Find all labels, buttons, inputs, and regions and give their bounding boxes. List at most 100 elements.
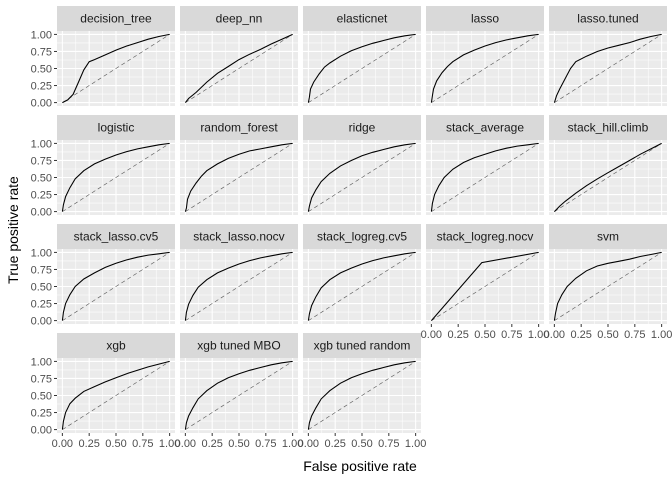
y-tick-label: 0.75 xyxy=(31,373,52,385)
roc-curve xyxy=(307,142,416,212)
reference-diagonal xyxy=(62,34,170,103)
facet-strip xyxy=(549,224,667,249)
x-tick-label: 0.00 xyxy=(421,329,442,341)
roc-curve xyxy=(184,33,293,103)
y-tick-label: 0.50 xyxy=(31,173,52,185)
facet-strip-label: random_forest xyxy=(200,121,278,135)
reference-diagonal xyxy=(431,34,539,103)
y-tick-label: 0.25 xyxy=(31,81,52,93)
facet-strip xyxy=(57,333,175,358)
y-tick-label: 0.00 xyxy=(31,207,52,219)
facet-panel: deep_nn xyxy=(180,6,298,106)
reference-diagonal xyxy=(185,252,293,321)
x-axis-title: False positive rate xyxy=(303,458,417,474)
facet-panels: decision_tree 0.00 0.25 0.50 0.75 1.00 deep_nn… xyxy=(31,6,672,450)
reference-diagonal xyxy=(308,34,416,103)
x-tick-label: 0.25 xyxy=(570,329,591,341)
y-tick-label: 1.00 xyxy=(31,138,52,150)
roc-curve xyxy=(184,360,293,430)
reference-diagonal xyxy=(62,361,170,430)
roc-curve xyxy=(61,142,170,212)
roc-curve xyxy=(307,360,416,430)
x-tick-label: 0.50 xyxy=(105,438,126,450)
facet-strip-label: svm xyxy=(597,230,619,244)
roc-curve xyxy=(61,360,170,430)
roc-curve xyxy=(184,142,293,212)
facet-strip-label: deep_nn xyxy=(216,12,263,26)
facet-panel: lasso xyxy=(426,6,544,106)
x-tick-label: 0.75 xyxy=(501,329,522,341)
facet-strip xyxy=(180,6,298,31)
reference-diagonal xyxy=(185,34,293,103)
facet-strip-label: stack_hill.climb xyxy=(568,121,649,135)
facet-strip-label: stack_logreg.cv5 xyxy=(317,230,407,244)
y-tick-label: 0.00 xyxy=(31,98,52,110)
facet-strip xyxy=(57,115,175,140)
y-tick-label: 0.50 xyxy=(31,391,52,403)
facet-panel: stack_lasso.cv5 0.00 0.25 0.50 0.75 1.00 xyxy=(31,224,175,328)
y-axis-title: True positive rate xyxy=(5,176,21,284)
x-tick-label: 0.00 xyxy=(544,329,565,341)
facet-strip-label: stack_logreg.nocv xyxy=(437,230,534,244)
y-tick-label: 0.75 xyxy=(31,264,52,276)
facet-strip-label: lasso xyxy=(471,12,499,26)
facet-strip-label: ridge xyxy=(349,121,376,135)
facet-panel: random_forest xyxy=(180,115,298,215)
y-tick-label: 1.00 xyxy=(31,247,52,259)
x-tick-label: 0.25 xyxy=(324,438,345,450)
facet-strip-label: xgb tuned random xyxy=(314,339,411,353)
x-tick-label: 0.00 xyxy=(175,438,196,450)
reference-diagonal xyxy=(554,34,662,103)
x-tick-label: 0.75 xyxy=(624,329,645,341)
y-tick-label: 1.00 xyxy=(31,356,52,368)
roc-curve xyxy=(307,33,416,103)
y-tick-label: 0.25 xyxy=(31,408,52,420)
reference-diagonal xyxy=(62,252,170,321)
facet-strip xyxy=(549,6,667,31)
x-tick-label: 0.25 xyxy=(447,329,468,341)
x-tick-label: 0.00 xyxy=(52,438,73,450)
x-tick-label: 1.00 xyxy=(405,438,426,450)
y-tick-label: 0.75 xyxy=(31,46,52,58)
x-tick-label: 1.00 xyxy=(528,329,549,341)
y-tick-label: 0.50 xyxy=(31,64,52,76)
y-tick-label: 0.25 xyxy=(31,190,52,202)
x-tick-label: 0.25 xyxy=(78,438,99,450)
facet-panel: stack_lasso.nocv xyxy=(180,224,298,324)
facet-strip xyxy=(180,224,298,249)
facet-panel: lasso.tuned xyxy=(549,6,667,106)
y-tick-label: 0.75 xyxy=(31,155,52,167)
roc-curve xyxy=(307,251,416,321)
roc-curve xyxy=(554,142,662,212)
facet-strip xyxy=(180,115,298,140)
facet-strip-label: elasticnet xyxy=(337,12,388,26)
facet-strip xyxy=(549,115,667,140)
x-tick-label: 0.75 xyxy=(378,438,399,450)
facet-panel: decision_tree 0.00 0.25 0.50 0.75 1.00 xyxy=(31,6,175,110)
x-tick-label: 1.00 xyxy=(282,438,303,450)
facet-strip xyxy=(426,6,544,31)
roc-curve xyxy=(184,251,293,321)
x-tick-label: 1.00 xyxy=(651,329,672,341)
facet-strip xyxy=(180,333,298,358)
y-tick-label: 0.25 xyxy=(31,299,52,311)
facet-strip xyxy=(303,6,421,31)
x-tick-label: 0.50 xyxy=(474,329,495,341)
x-tick-label: 0.75 xyxy=(255,438,276,450)
facet-panel: elasticnet xyxy=(303,6,421,106)
facet-panel: ridge xyxy=(303,115,421,215)
facet-panel: logistic 0.00 0.25 0.50 0.75 1.00 xyxy=(31,115,175,219)
x-tick-label: 0.25 xyxy=(201,438,222,450)
facet-panel: stack_logreg.cv5 xyxy=(303,224,421,324)
reference-diagonal xyxy=(431,252,539,321)
x-tick-label: 0.50 xyxy=(228,438,249,450)
facet-strip xyxy=(303,224,421,249)
facet-strip-label: lasso.tuned xyxy=(577,12,638,26)
reference-diagonal xyxy=(308,361,416,430)
facet-strip-label: stack_lasso.nocv xyxy=(193,230,284,244)
y-tick-label: 0.00 xyxy=(31,425,52,437)
reference-diagonal xyxy=(431,143,539,212)
roc-curve xyxy=(430,142,539,212)
y-tick-label: 0.00 xyxy=(31,316,52,328)
y-tick-label: 1.00 xyxy=(31,29,52,41)
